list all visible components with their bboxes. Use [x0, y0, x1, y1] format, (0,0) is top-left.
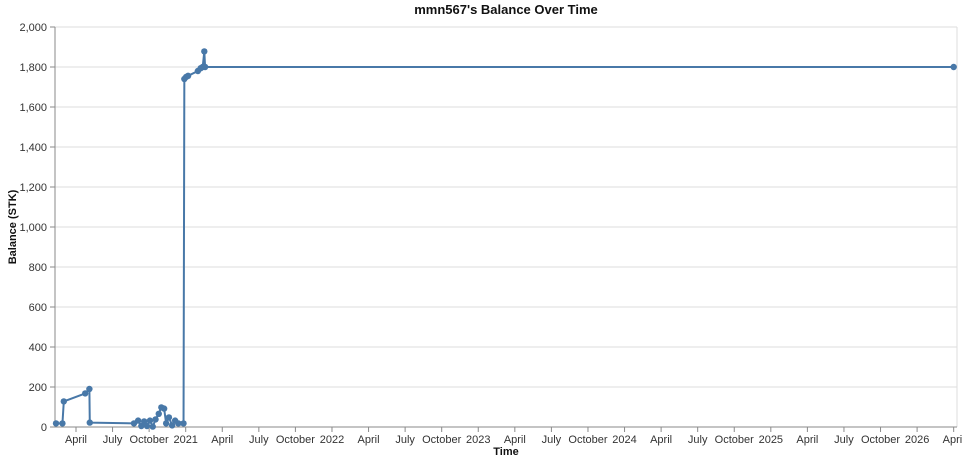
y-tick-label: 1,600 — [19, 102, 47, 114]
x-tick-label: April — [358, 434, 380, 446]
data-point-marker[interactable] — [165, 414, 173, 421]
x-tick-label: 2024 — [612, 434, 636, 446]
data-point-marker[interactable] — [59, 420, 66, 427]
data-point-marker[interactable] — [60, 398, 68, 405]
y-tick-label: 200 — [29, 382, 47, 394]
x-tick-label: July — [103, 434, 123, 446]
y-tick-label: 600 — [29, 302, 47, 314]
x-tick-label: 2026 — [905, 434, 929, 446]
x-tick-label: 2023 — [466, 434, 490, 446]
x-tick-label: July — [688, 434, 708, 446]
data-point-marker[interactable] — [180, 420, 187, 427]
x-tick-label: April — [650, 434, 672, 446]
data-point-marker[interactable] — [138, 422, 145, 430]
data-point-marker[interactable] — [155, 410, 162, 417]
y-tick-label: 1,000 — [19, 222, 47, 234]
y-tick-label: 1,800 — [19, 62, 47, 74]
data-point-marker[interactable] — [134, 417, 142, 424]
y-tick-label: 1,200 — [19, 182, 47, 194]
x-tick-label: October — [276, 434, 315, 446]
x-tick-label: 2021 — [173, 434, 197, 446]
x-tick-label: April — [796, 434, 818, 446]
data-point-marker[interactable] — [175, 420, 182, 427]
y-tick-label: 400 — [29, 342, 47, 354]
x-tick-label: 2025 — [759, 434, 783, 446]
x-tick-label: April — [65, 434, 87, 446]
data-point-marker[interactable] — [184, 72, 192, 80]
x-tick-label: April — [504, 434, 526, 446]
y-tick-label: 0 — [41, 422, 47, 434]
x-tick-label: October — [130, 434, 169, 446]
data-point-marker[interactable] — [149, 423, 156, 430]
x-tick-label: July — [395, 434, 415, 446]
data-point-marker[interactable] — [86, 385, 93, 393]
x-tick-label: April — [943, 434, 963, 446]
x-tick-label: July — [542, 434, 562, 446]
data-point-marker[interactable] — [201, 63, 209, 71]
y-axis-title: Balance (STK) — [7, 189, 19, 265]
y-tick-label: 800 — [29, 262, 47, 274]
x-tick-label: October — [861, 434, 900, 446]
data-point-marker[interactable] — [160, 405, 168, 412]
data-point-marker[interactable] — [146, 417, 154, 424]
x-tick-label: July — [249, 434, 269, 446]
y-tick-label: 2,000 — [19, 22, 47, 34]
x-tick-label: October — [422, 434, 461, 446]
balance-line — [55, 50, 955, 428]
data-point-marker[interactable] — [152, 416, 159, 423]
x-tick-label: 2022 — [320, 434, 344, 446]
x-axis-title: Time — [493, 446, 519, 458]
data-point-marker[interactable] — [140, 418, 148, 425]
x-tick-label: October — [715, 434, 754, 446]
data-point-marker[interactable] — [162, 420, 170, 427]
x-tick-label: July — [834, 434, 854, 446]
data-point-marker[interactable] — [52, 420, 60, 427]
x-tick-label: April — [211, 434, 233, 446]
data-point-marker[interactable] — [201, 48, 208, 55]
data-point-marker[interactable] — [86, 419, 93, 426]
data-point-marker[interactable] — [143, 422, 151, 430]
data-point-marker[interactable] — [82, 390, 89, 397]
data-point-marker[interactable] — [168, 422, 176, 429]
chart-title: mmn567's Balance Over Time — [414, 2, 598, 17]
y-tick-label: 1,400 — [19, 142, 47, 154]
data-point-marker[interactable] — [950, 63, 957, 71]
x-tick-label: October — [568, 434, 607, 446]
